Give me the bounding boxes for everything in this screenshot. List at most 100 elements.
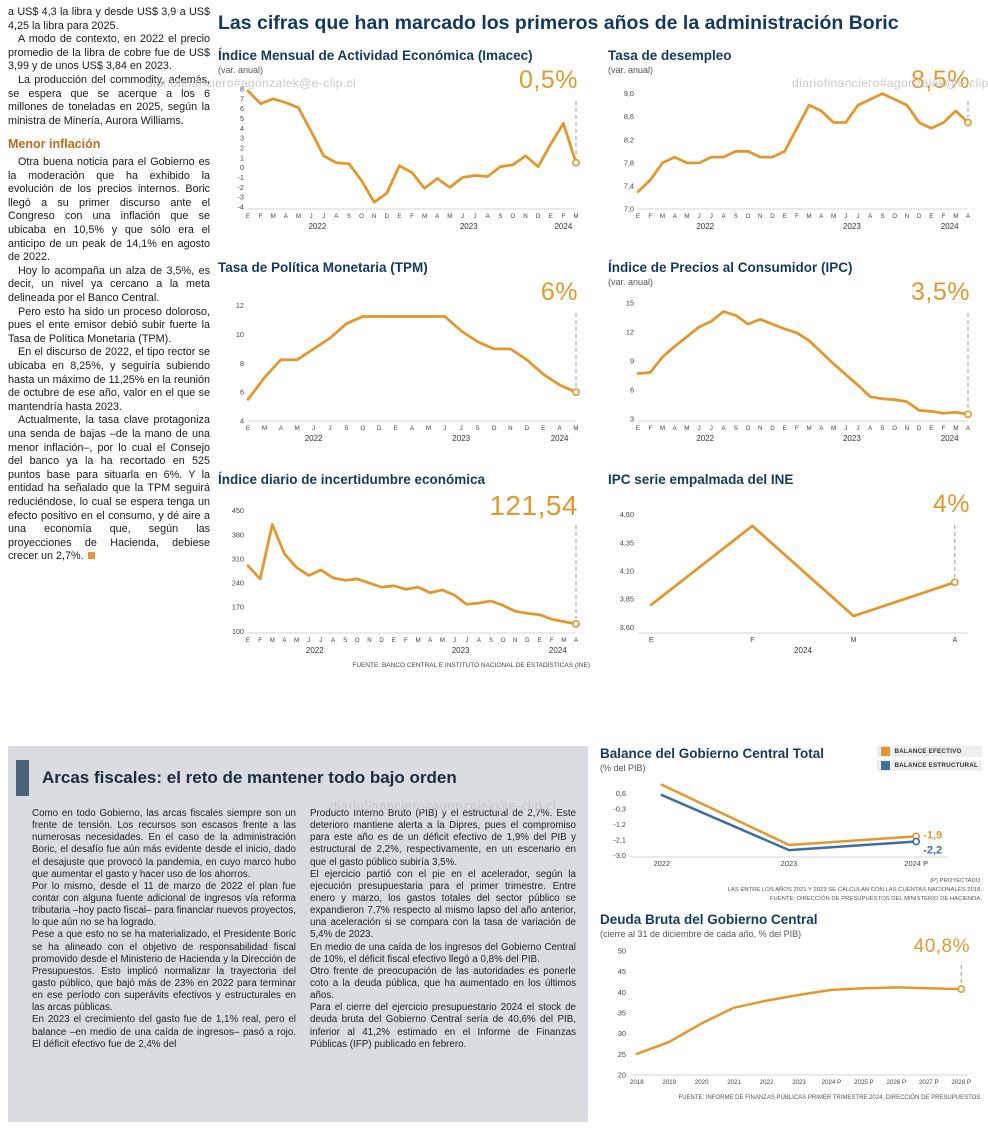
chart-desempleo: Tasa de desempleo (var. anual) 8,5% 9,0 8… bbox=[608, 48, 982, 254]
svg-text:0,6: 0,6 bbox=[616, 789, 626, 798]
paragraph: Otro frente de preocupación de las autor… bbox=[310, 965, 576, 1002]
svg-text:4,10: 4,10 bbox=[620, 567, 634, 576]
svg-text:0: 0 bbox=[240, 163, 244, 172]
svg-text:J: J bbox=[319, 637, 322, 644]
svg-text:M: M bbox=[953, 425, 958, 432]
highlight-value: 121,54 bbox=[489, 490, 578, 521]
svg-text:2022: 2022 bbox=[696, 222, 714, 231]
svg-text:6: 6 bbox=[630, 386, 634, 395]
svg-text:N: N bbox=[523, 213, 527, 220]
svg-text:S: S bbox=[489, 637, 493, 644]
svg-text:-1,2: -1,2 bbox=[613, 820, 626, 829]
svg-text:S: S bbox=[344, 425, 348, 432]
svg-text:9,0: 9,0 bbox=[624, 89, 634, 98]
svg-text:F: F bbox=[942, 425, 946, 432]
svg-text:D: D bbox=[770, 425, 775, 432]
svg-text:M: M bbox=[271, 213, 276, 220]
arcas-title: Arcas fiscales: el reto de mantener todo… bbox=[42, 768, 457, 787]
svg-text:J: J bbox=[453, 637, 456, 644]
chart-title: Índice diario de incertidumbre económica bbox=[218, 472, 486, 487]
highlight-value: 40,8% bbox=[913, 936, 970, 957]
svg-text:E: E bbox=[649, 637, 654, 644]
svg-text:J: J bbox=[312, 425, 315, 432]
svg-text:M: M bbox=[684, 213, 689, 220]
svg-text:D: D bbox=[385, 213, 390, 220]
svg-text:M: M bbox=[831, 213, 836, 220]
svg-text:1: 1 bbox=[240, 153, 244, 162]
svg-text:M: M bbox=[561, 637, 566, 644]
tpm-line-chart: 12 10 8 6 4 E M A M J J S O D E A M J J S O N D E A M 2022 2023 2024 bbox=[218, 289, 590, 447]
svg-text:380: 380 bbox=[232, 530, 244, 539]
svg-text:M: M bbox=[807, 213, 812, 220]
arcas-column-1: Como en todo Gobierno, las arcas fiscale… bbox=[32, 808, 296, 1051]
svg-text:6: 6 bbox=[240, 388, 244, 397]
svg-text:-4: -4 bbox=[238, 203, 245, 212]
chart-notes: (P) PROYECTADO. LAS ENTRE LOS AÑOS 2021 Y… bbox=[600, 877, 982, 904]
svg-text:O: O bbox=[501, 637, 506, 644]
svg-text:M: M bbox=[262, 425, 267, 432]
svg-text:F: F bbox=[561, 213, 565, 220]
chart-incertidumbre: Índice diario de incertidumbre económica… bbox=[218, 472, 590, 678]
chart-subtitle: (var. anual) bbox=[608, 277, 654, 287]
svg-text:9: 9 bbox=[630, 356, 634, 365]
svg-text:F: F bbox=[942, 213, 946, 220]
svg-text:A: A bbox=[331, 637, 336, 644]
svg-text:4,60: 4,60 bbox=[620, 510, 634, 519]
svg-text:E: E bbox=[394, 425, 398, 432]
svg-text:F: F bbox=[648, 213, 652, 220]
svg-text:E: E bbox=[392, 637, 396, 644]
svg-text:A: A bbox=[435, 213, 440, 220]
section-heading: Menor inflación bbox=[8, 137, 101, 152]
svg-text:25: 25 bbox=[618, 1050, 626, 1059]
title-accent-bar bbox=[16, 760, 29, 796]
svg-text:-1,9: -1,9 bbox=[923, 829, 942, 841]
svg-text:A: A bbox=[486, 213, 491, 220]
svg-text:170: 170 bbox=[232, 603, 244, 612]
chart-subtitle: (% del PIB) bbox=[600, 763, 646, 773]
svg-text:2: 2 bbox=[240, 143, 244, 152]
svg-text:N: N bbox=[905, 213, 909, 220]
svg-text:A: A bbox=[428, 637, 433, 644]
imacec-line-chart: 8 7 6 5 4 3 2 1 0 -1 -2 -3 -4 E F M A M J J A S O N D E F M A M J J A S O N… bbox=[218, 77, 590, 235]
svg-text:M: M bbox=[660, 425, 665, 432]
svg-text:12: 12 bbox=[236, 301, 244, 310]
svg-text:F: F bbox=[410, 213, 414, 220]
svg-text:8: 8 bbox=[240, 359, 244, 368]
svg-text:E: E bbox=[636, 213, 640, 220]
svg-text:3: 3 bbox=[240, 134, 244, 143]
svg-text:4: 4 bbox=[240, 124, 244, 133]
legend-swatch-efectivo bbox=[881, 747, 891, 756]
svg-text:2024: 2024 bbox=[549, 646, 567, 655]
svg-text:E: E bbox=[783, 425, 787, 432]
svg-text:N: N bbox=[372, 213, 376, 220]
svg-text:A: A bbox=[819, 213, 824, 220]
highlight-value: 0,5% bbox=[519, 66, 578, 94]
article-end-marker bbox=[87, 552, 95, 560]
svg-text:-2: -2 bbox=[238, 183, 245, 192]
svg-text:240: 240 bbox=[232, 579, 244, 588]
chart-balance: Balance del Gobierno Central Total (% de… bbox=[600, 746, 982, 910]
svg-text:M: M bbox=[440, 637, 445, 644]
chart-title: Índice Mensual de Actividad Económica (I… bbox=[218, 48, 533, 63]
paragraph: A modo de contexto, en 2022 el precio pr… bbox=[8, 33, 210, 73]
svg-text:4: 4 bbox=[240, 417, 244, 426]
svg-text:2024 P: 2024 P bbox=[822, 1079, 842, 1086]
svg-text:M: M bbox=[573, 213, 578, 220]
svg-text:F: F bbox=[795, 213, 799, 220]
svg-text:J: J bbox=[328, 425, 331, 432]
balance-legend: BALANCE EFECTIVO BALANCE ESTRUCTURAL bbox=[877, 746, 982, 771]
chart-title: Balance del Gobierno Central Total bbox=[600, 746, 825, 761]
svg-text:M: M bbox=[294, 637, 299, 644]
source-note: FUENTE: BANCO CENTRAL E INSTITUTO NACION… bbox=[352, 662, 590, 669]
legend-item-estructural: BALANCE ESTRUCTURAL bbox=[877, 760, 982, 771]
svg-text:S: S bbox=[734, 425, 738, 432]
svg-text:F: F bbox=[648, 425, 652, 432]
svg-text:A: A bbox=[673, 425, 678, 432]
highlight-value: 3,5% bbox=[911, 278, 970, 306]
svg-text:J: J bbox=[322, 213, 325, 220]
svg-text:2022: 2022 bbox=[305, 434, 323, 443]
svg-text:8,2: 8,2 bbox=[624, 135, 634, 144]
svg-text:D: D bbox=[917, 425, 922, 432]
svg-text:2022: 2022 bbox=[696, 434, 714, 443]
paragraph: LAS ENTRE LOS AÑOS 2021 Y 2023 SE CALCUL… bbox=[727, 886, 982, 893]
